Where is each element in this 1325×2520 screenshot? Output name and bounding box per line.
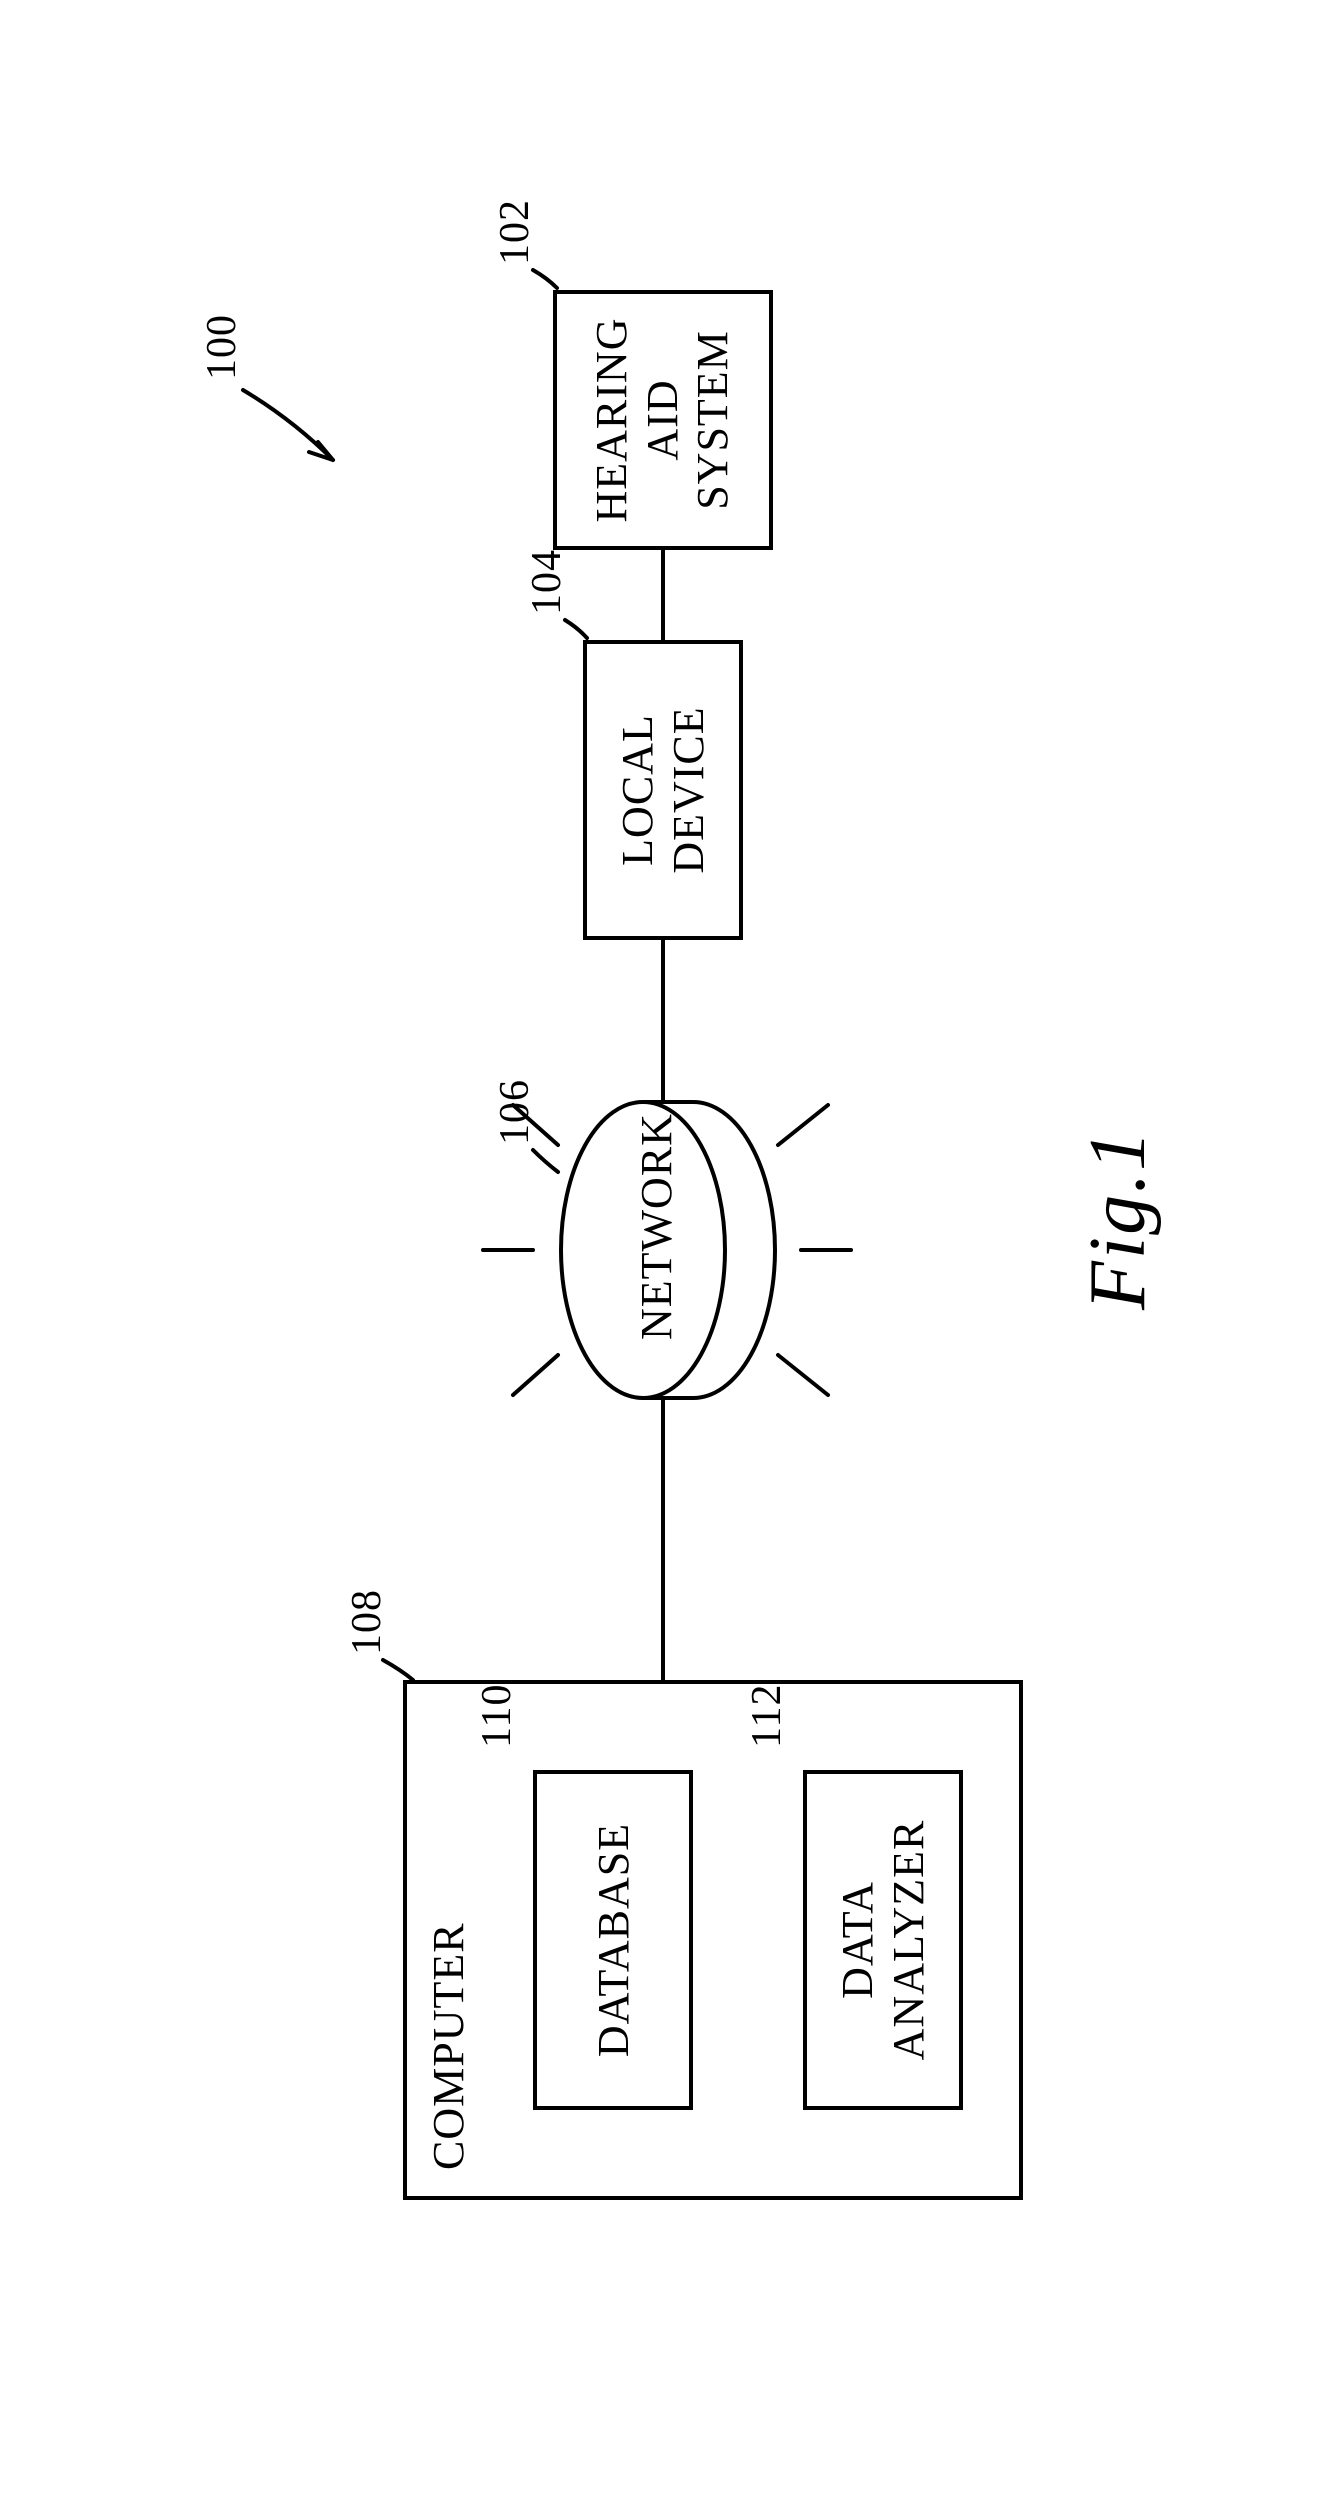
- database-label: DATABASE: [587, 1823, 638, 2057]
- local-device-label: LOCAL DEVICE: [612, 648, 714, 932]
- ref-computer: 108: [343, 1589, 391, 1655]
- hearing-aid-box: HEARING AID SYSTEM: [553, 290, 773, 550]
- ref-overall: 100: [198, 314, 246, 380]
- ref-database: 110: [473, 1684, 521, 1748]
- ref-data-analyzer: 112: [743, 1684, 791, 1748]
- local-device-box: LOCAL DEVICE: [583, 640, 743, 940]
- data-analyzer-label: DATA ANALYZER: [832, 1778, 934, 2102]
- ref-local-device: 104: [523, 549, 571, 615]
- data-analyzer-box: DATA ANALYZER: [803, 1770, 963, 2110]
- figure-label: Fig.1: [1073, 1129, 1164, 1310]
- hearing-aid-label: HEARING AID SYSTEM: [587, 298, 739, 542]
- network-label: NETWORK: [631, 1160, 682, 1340]
- ref-network: 106: [491, 1079, 539, 1145]
- ref-hearing-aid: 102: [491, 199, 539, 265]
- database-box: DATABASE: [533, 1770, 693, 2110]
- system-diagram: COMPUTER DATABASE DATA ANALYZER NETWORK …: [133, 260, 1193, 2260]
- computer-label: COMPUTER: [423, 1922, 474, 2170]
